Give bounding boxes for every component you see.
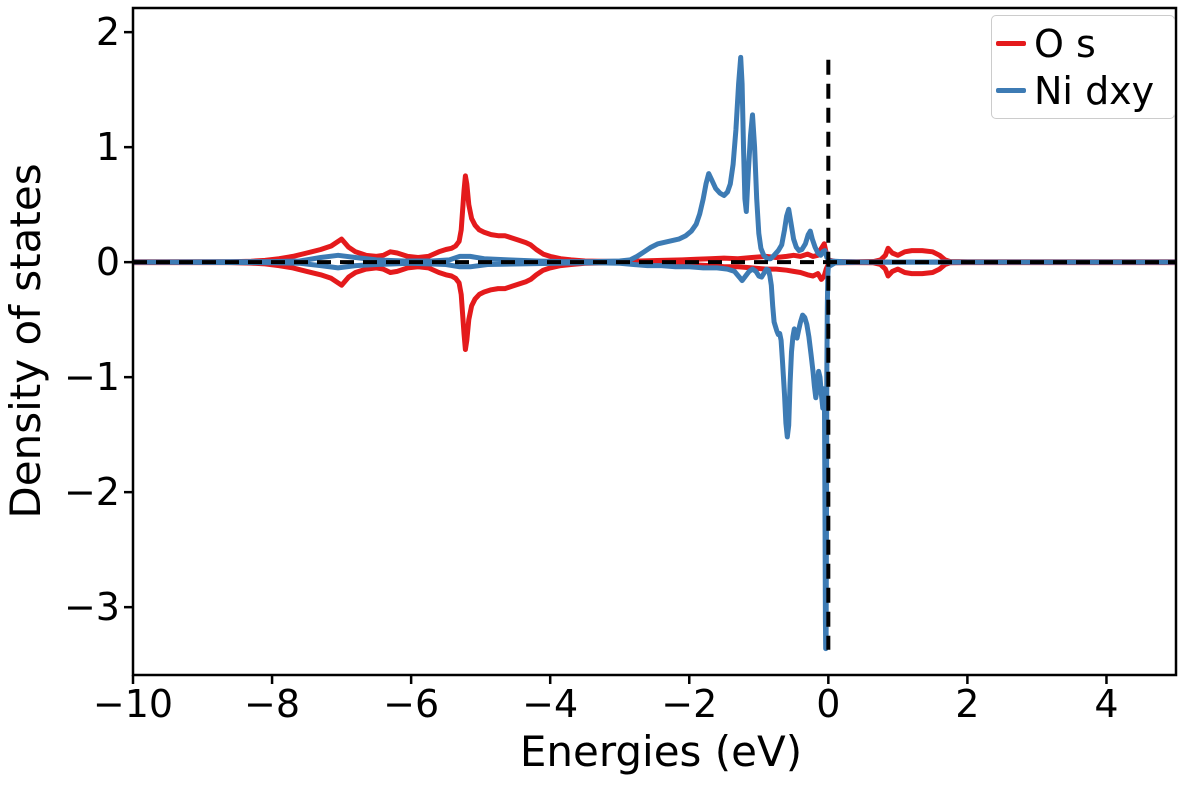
y-tick-label: −2	[64, 470, 120, 514]
x-tick-label: 4	[1094, 682, 1118, 726]
x-tick-label: −8	[244, 682, 300, 726]
legend: O s Ni dxy	[991, 15, 1175, 119]
series-line-o-s-spin-up	[133, 173, 1176, 265]
series-line-ni-dxy-spin-up	[133, 54, 1176, 265]
x-tick-label: 0	[816, 682, 840, 726]
x-tick-label: −4	[522, 682, 578, 726]
y-tick-label: 0	[96, 240, 120, 284]
x-tick-label: −6	[383, 682, 439, 726]
y-axis-label: Density of states	[1, 163, 50, 518]
legend-label-o-s: O s	[1034, 21, 1096, 66]
series-line-o-s-spin-down	[133, 260, 1176, 352]
legend-line-swatch-ni-dxy	[996, 88, 1026, 93]
legend-line-swatch-o-s	[996, 41, 1026, 46]
series-line-ni-dxy-spin-down	[133, 259, 1176, 652]
legend-item-o-s: O s	[996, 25, 1168, 63]
y-tick-label: 2	[96, 10, 120, 54]
plot-border	[131, 6, 1178, 677]
series-group	[133, 54, 1176, 652]
x-tick-label: −2	[661, 682, 717, 726]
reference-lines-group	[133, 59, 1176, 650]
x-axis-label: Energies (eV)	[520, 727, 802, 776]
x-tick-label: 2	[955, 682, 979, 726]
y-tick-label: −3	[64, 585, 120, 629]
x-tick-label: −10	[93, 682, 173, 726]
y-tick-label: 1	[96, 125, 120, 169]
y-tick-label: −1	[64, 355, 120, 399]
legend-label-ni-dxy: Ni dxy	[1034, 68, 1155, 113]
legend-item-ni-dxy: Ni dxy	[996, 72, 1168, 110]
